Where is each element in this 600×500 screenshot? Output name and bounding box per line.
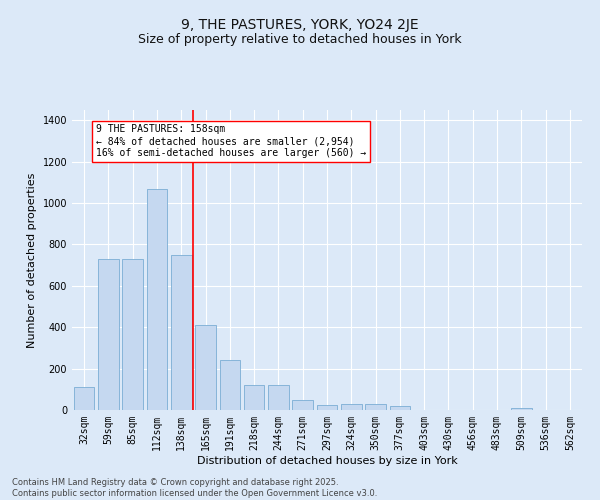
Bar [244, 385, 265, 410]
Bar [292, 400, 313, 410]
Bar [341, 404, 362, 410]
Bar [195, 325, 216, 410]
Bar [389, 406, 410, 410]
Text: Size of property relative to detached houses in York: Size of property relative to detached ho… [138, 32, 462, 46]
Text: 9 THE PASTURES: 158sqm
← 84% of detached houses are smaller (2,954)
16% of semi-: 9 THE PASTURES: 158sqm ← 84% of detached… [96, 124, 367, 158]
Bar [122, 259, 143, 410]
Y-axis label: Number of detached properties: Number of detached properties [27, 172, 37, 348]
Bar [365, 404, 386, 410]
Bar [317, 405, 337, 410]
Text: Contains HM Land Registry data © Crown copyright and database right 2025.
Contai: Contains HM Land Registry data © Crown c… [12, 478, 377, 498]
Bar [268, 385, 289, 410]
Bar [98, 259, 119, 410]
Text: 9, THE PASTURES, YORK, YO24 2JE: 9, THE PASTURES, YORK, YO24 2JE [181, 18, 419, 32]
Bar [146, 188, 167, 410]
Bar [220, 360, 240, 410]
Bar [171, 255, 191, 410]
Bar [74, 387, 94, 410]
Bar [511, 408, 532, 410]
X-axis label: Distribution of detached houses by size in York: Distribution of detached houses by size … [197, 456, 457, 466]
